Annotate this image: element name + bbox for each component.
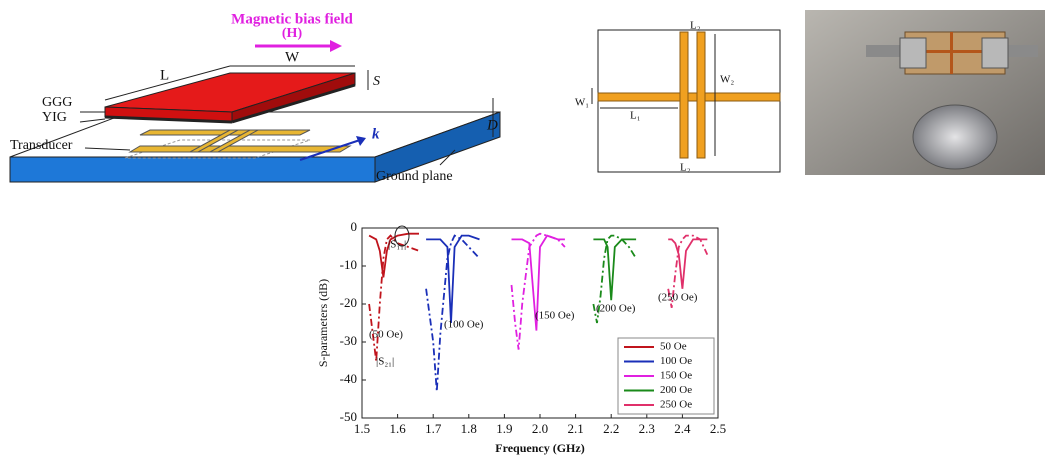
label-l1: L₁ <box>630 110 641 122</box>
stub <box>696 31 706 159</box>
layout-schematic: L₂ W₁ L₁ W₂ L₂ <box>575 20 781 174</box>
x-tick-label: 2.0 <box>532 421 548 436</box>
x-tick-label: 2.1 <box>567 421 583 436</box>
microstrip <box>597 92 781 102</box>
label-k: k <box>372 126 380 142</box>
k-arrowhead <box>356 136 366 146</box>
y-tick-label: -40 <box>340 371 357 386</box>
line-s11 <box>667 234 709 308</box>
yig-layer <box>104 115 233 124</box>
label-w1: W₁ <box>575 97 589 109</box>
line-s21 <box>593 238 637 301</box>
line-s21 <box>668 238 708 289</box>
label-w: W <box>285 49 300 65</box>
annotation: (200 Oe) <box>596 303 636 315</box>
label-ground: Ground plane <box>376 169 453 184</box>
label-d: D <box>486 117 498 133</box>
leader <box>84 147 131 151</box>
clamp <box>899 37 927 69</box>
label-l: L <box>160 67 169 83</box>
chart: 0 -10 -20 -30 -40 -501.5 1.6 1.7 1.8 1.9 2.0 2.1 2.2… <box>316 219 726 455</box>
y-tick-label: 0 <box>351 219 358 234</box>
x-tick-label: 1.5 <box>354 421 370 436</box>
line-s21 <box>426 234 480 324</box>
k-arrow <box>299 139 361 161</box>
x-tick-label: 2.5 <box>710 421 726 436</box>
y-axis-label: S-parameters (dB) <box>316 279 330 367</box>
yig-layer <box>231 83 356 124</box>
transducer-feed <box>128 145 352 153</box>
dim-l <box>104 65 231 101</box>
ground-front <box>9 156 376 183</box>
x-tick-label: 2.2 <box>603 421 619 436</box>
legend-label: 250 Oe <box>660 399 692 411</box>
label-l2: L₂ <box>690 20 701 32</box>
x-tick-label: 2.4 <box>674 421 691 436</box>
label-transducer: Transducer <box>10 138 73 153</box>
label-w2: W₂ <box>720 74 734 86</box>
x-axis-label: Frequency (GHz) <box>495 441 584 455</box>
x-tick-label: 1.9 <box>496 421 512 436</box>
line-s11 <box>425 234 481 392</box>
y-tick-label: -20 <box>340 295 357 310</box>
field-label: Magnetic bias field <box>231 11 353 27</box>
x-tick-label: 1.7 <box>425 421 442 436</box>
label-l2: L₂ <box>680 162 691 174</box>
trace <box>905 50 1005 53</box>
trace <box>950 32 953 74</box>
line-s11 <box>592 234 637 324</box>
annotation: (250 Oe) <box>658 292 698 304</box>
y-tick-label: -30 <box>340 333 357 348</box>
clamp <box>981 37 1009 69</box>
device-photo <box>805 10 1045 175</box>
device-diagram: Magnetic bias field (H) L W S GGG YIG D … <box>9 11 501 184</box>
legend-label: 50 Oe <box>660 341 687 353</box>
annotation-circle <box>394 225 410 247</box>
legend-label: 100 Oe <box>660 355 692 367</box>
yig-shadow <box>124 139 311 159</box>
coin <box>912 104 998 170</box>
x-tick-label: 1.6 <box>389 421 406 436</box>
leader <box>439 149 456 166</box>
line-s11 <box>368 234 420 362</box>
ground-side <box>374 111 501 183</box>
label-s: S <box>373 74 380 89</box>
label-ggg: GGG <box>42 95 72 110</box>
annotation: (150 Oe) <box>535 310 575 322</box>
legend-label: 200 Oe <box>660 384 692 396</box>
x-tick-label: 2.3 <box>639 421 655 436</box>
field-symbol: (H) <box>282 26 303 41</box>
line-s21 <box>368 232 419 278</box>
transducer-arm <box>189 129 239 153</box>
x-tick-label: 1.8 <box>461 421 477 436</box>
field-arrowhead <box>330 40 342 52</box>
annotation: (100 Oe) <box>444 319 484 331</box>
annotation: (50 Oe) <box>369 329 403 341</box>
line-s21 <box>511 234 565 331</box>
transducer-arm <box>209 129 259 153</box>
annotation: |S₁₁| <box>388 239 406 251</box>
legend-label: 150 Oe <box>660 370 692 382</box>
y-tick-label: -10 <box>340 257 357 272</box>
stub <box>679 31 689 159</box>
label-yig: YIG <box>42 110 67 125</box>
y-tick-label: -50 <box>340 409 357 424</box>
leader <box>79 118 106 123</box>
annotation: |S₂₁| <box>376 356 394 368</box>
